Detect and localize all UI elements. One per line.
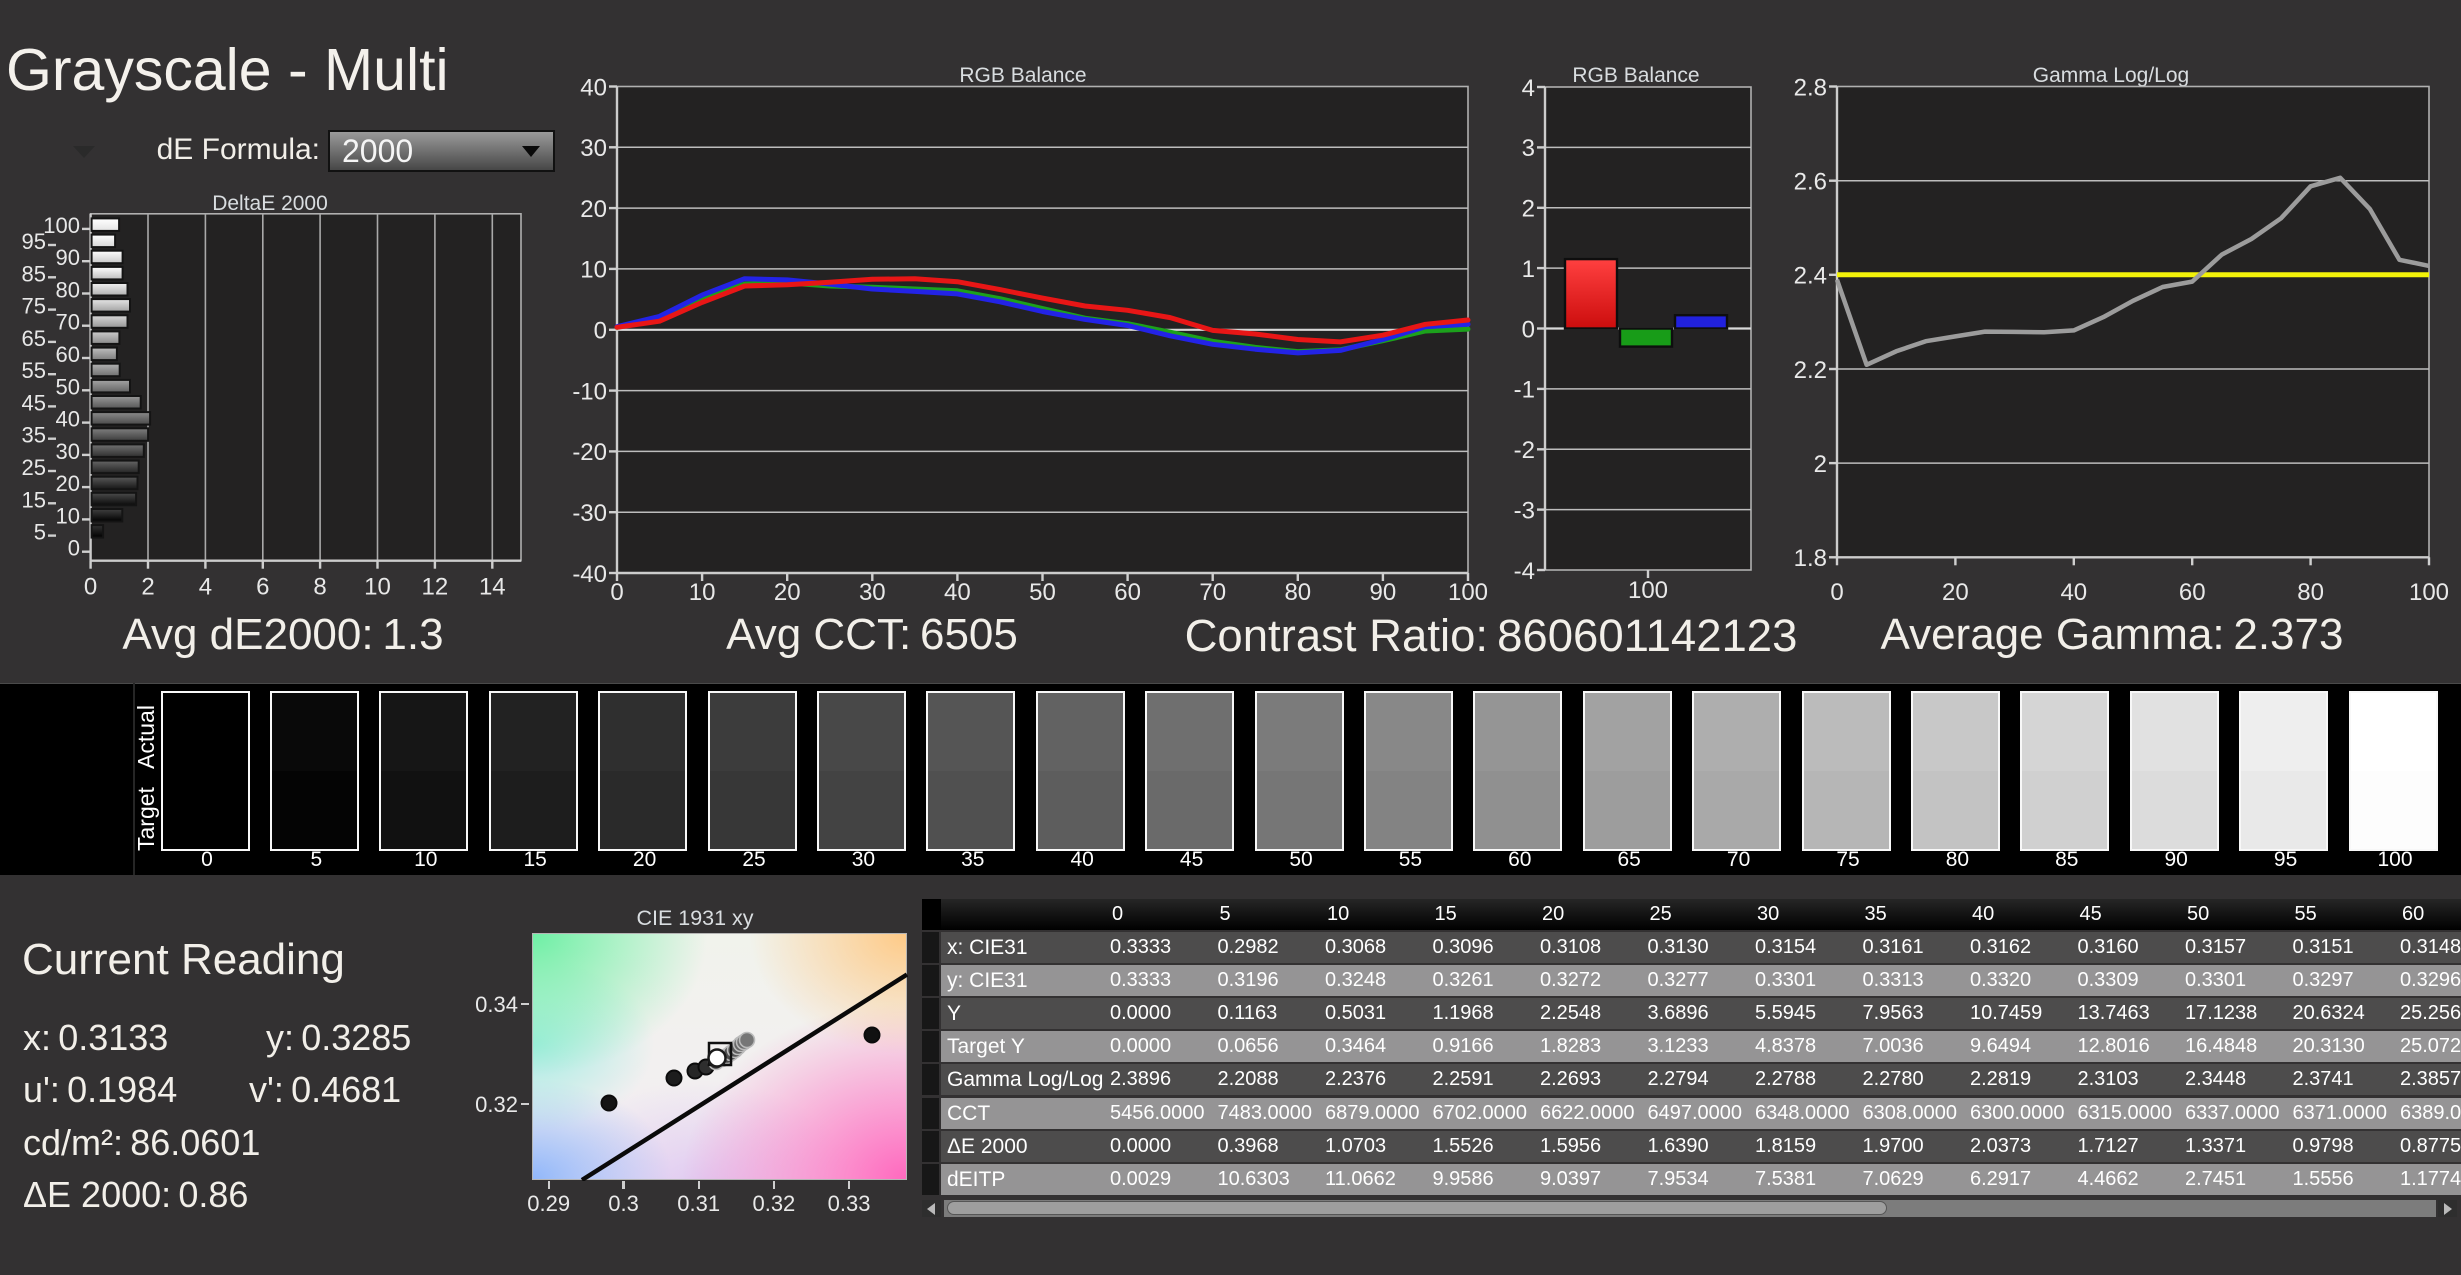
svg-text:-4: -4 <box>1514 558 1535 585</box>
svg-text:2: 2 <box>1522 196 1535 223</box>
svg-text:3: 3 <box>1522 135 1535 162</box>
svg-text:60: 60 <box>1114 579 1141 606</box>
svg-text:2.6: 2.6 <box>1794 169 1827 196</box>
svg-text:100: 100 <box>1448 579 1488 606</box>
svg-text:30: 30 <box>56 439 80 464</box>
svg-text:65: 65 <box>22 326 46 351</box>
svg-text:80: 80 <box>56 278 80 303</box>
svg-text:0: 0 <box>1522 316 1535 343</box>
svg-text:15: 15 <box>22 487 46 512</box>
svg-text:0: 0 <box>594 318 607 345</box>
svg-text:12: 12 <box>422 574 449 601</box>
svg-text:8: 8 <box>313 574 326 601</box>
svg-text:5: 5 <box>34 520 46 545</box>
svg-text:80: 80 <box>1284 579 1311 606</box>
svg-text:70: 70 <box>1199 579 1226 606</box>
svg-text:2: 2 <box>1814 451 1827 478</box>
svg-text:0: 0 <box>84 574 97 601</box>
svg-text:95: 95 <box>22 229 46 254</box>
svg-text:Gamma Log/Log: Gamma Log/Log <box>2033 64 2189 87</box>
svg-text:-40: -40 <box>572 561 607 588</box>
svg-text:45: 45 <box>22 390 46 415</box>
svg-text:20: 20 <box>774 579 801 606</box>
svg-text:30: 30 <box>859 579 886 606</box>
svg-text:-3: -3 <box>1514 497 1535 524</box>
svg-text:20: 20 <box>580 196 607 223</box>
svg-text:40: 40 <box>2060 579 2087 606</box>
svg-text:10: 10 <box>580 257 607 284</box>
svg-text:10: 10 <box>689 579 716 606</box>
svg-text:10: 10 <box>364 574 391 601</box>
svg-text:100: 100 <box>43 213 80 238</box>
svg-text:RGB Balance: RGB Balance <box>959 64 1086 87</box>
svg-text:50: 50 <box>56 374 80 399</box>
svg-text:50: 50 <box>1029 579 1056 606</box>
svg-text:10: 10 <box>56 503 80 528</box>
svg-text:100: 100 <box>2409 579 2449 606</box>
svg-text:60: 60 <box>2179 579 2206 606</box>
svg-text:2.4: 2.4 <box>1794 263 1827 290</box>
svg-text:2: 2 <box>141 574 154 601</box>
svg-text:85: 85 <box>22 261 46 286</box>
svg-text:-20: -20 <box>572 439 607 466</box>
svg-text:20: 20 <box>1942 579 1969 606</box>
svg-text:40: 40 <box>944 579 971 606</box>
svg-text:20: 20 <box>56 471 80 496</box>
svg-text:4: 4 <box>199 574 212 601</box>
svg-text:6: 6 <box>256 574 269 601</box>
svg-text:55: 55 <box>22 358 46 383</box>
svg-text:75: 75 <box>22 294 46 319</box>
svg-text:0: 0 <box>68 536 80 561</box>
svg-text:2.8: 2.8 <box>1794 74 1827 101</box>
svg-text:14: 14 <box>479 574 506 601</box>
svg-text:80: 80 <box>2297 579 2324 606</box>
svg-text:40: 40 <box>580 74 607 101</box>
svg-text:0: 0 <box>610 579 623 606</box>
svg-text:0: 0 <box>1830 579 1843 606</box>
svg-text:90: 90 <box>1370 579 1397 606</box>
svg-text:-10: -10 <box>572 378 607 405</box>
svg-text:60: 60 <box>56 342 80 367</box>
svg-text:RGB Balance: RGB Balance <box>1572 64 1699 87</box>
svg-text:-2: -2 <box>1514 437 1535 464</box>
svg-text:DeltaE 2000: DeltaE 2000 <box>212 192 328 215</box>
svg-text:70: 70 <box>56 310 80 335</box>
svg-text:40: 40 <box>56 407 80 432</box>
svg-text:2.2: 2.2 <box>1794 357 1827 384</box>
svg-text:25: 25 <box>22 455 46 480</box>
svg-text:30: 30 <box>580 135 607 162</box>
svg-text:-1: -1 <box>1514 377 1535 404</box>
svg-text:90: 90 <box>56 245 80 270</box>
svg-text:4: 4 <box>1522 75 1535 102</box>
svg-text:1.8: 1.8 <box>1794 545 1827 572</box>
svg-text:100: 100 <box>1628 577 1668 604</box>
svg-text:-30: -30 <box>572 500 607 527</box>
svg-text:1: 1 <box>1522 256 1535 283</box>
svg-text:35: 35 <box>22 423 46 448</box>
